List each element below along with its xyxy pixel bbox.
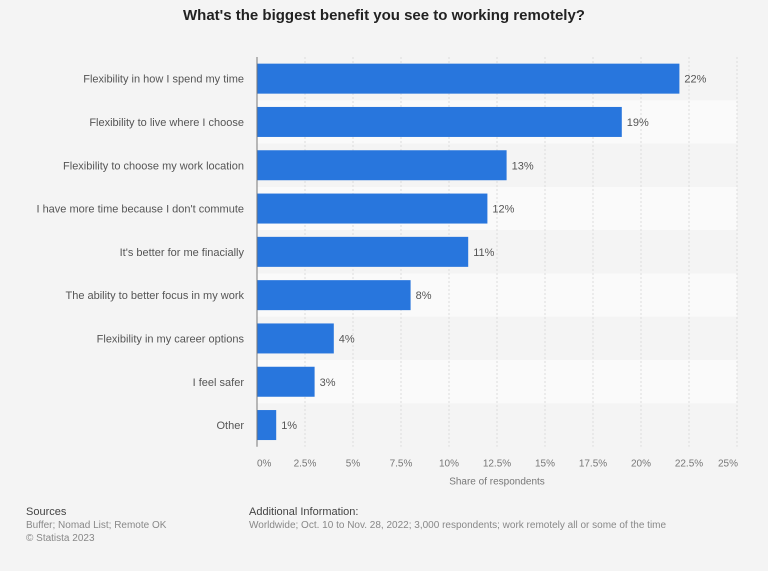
sources-title: Sources bbox=[26, 506, 67, 518]
category-label: Flexibility in how I spend my time bbox=[83, 74, 244, 86]
category-label: It's better for me finacially bbox=[120, 247, 245, 259]
category-label: The ability to better focus in my work bbox=[65, 290, 244, 302]
data-label: 12% bbox=[492, 204, 514, 216]
x-tick-label: 7.5% bbox=[390, 459, 413, 470]
bar-chart: 0% 2.5% 5% 7.5% 10% 12.5% 15% 17.5% 20% 22.5% 25% F… bbox=[36, 57, 738, 488]
additional-info-block: Additional Information: Worldwide; Oct. … bbox=[249, 506, 666, 532]
data-label: 19% bbox=[627, 117, 649, 129]
info-text: Worldwide; Oct. 10 to Nov. 28, 2022; 3,0… bbox=[249, 520, 667, 531]
x-tick-label: 17.5% bbox=[579, 459, 607, 470]
sources-text: Buffer; Nomad List; Remote OK bbox=[26, 520, 167, 531]
data-label: 13% bbox=[512, 160, 534, 172]
bar bbox=[257, 150, 507, 181]
x-tick-label: 10% bbox=[439, 459, 459, 470]
category-label: Flexibility to live where I choose bbox=[89, 117, 244, 129]
data-label: 4% bbox=[339, 333, 355, 345]
x-tick-label: 12.5% bbox=[483, 459, 511, 470]
data-label: 22% bbox=[684, 74, 706, 86]
data-label: 11% bbox=[473, 247, 494, 259]
category-label: Other bbox=[216, 420, 244, 432]
bar bbox=[257, 193, 488, 224]
bar bbox=[257, 366, 315, 397]
data-label: 3% bbox=[320, 377, 336, 389]
x-tick-label: 15% bbox=[535, 459, 555, 470]
bar bbox=[257, 106, 622, 137]
bar bbox=[257, 280, 411, 311]
x-axis-title: Share of respondents bbox=[449, 477, 545, 488]
x-tick-label: 20% bbox=[631, 459, 651, 470]
x-tick-label: 2.5% bbox=[294, 459, 317, 470]
data-label: 8% bbox=[416, 290, 432, 302]
x-tick-label: 25% bbox=[718, 459, 738, 470]
info-title: Additional Information: bbox=[249, 506, 359, 518]
category-label: I feel safer bbox=[193, 377, 245, 389]
x-tick-label: 0% bbox=[257, 459, 272, 470]
x-tick-label: 5% bbox=[346, 459, 361, 470]
copyright-text: © Statista 2023 bbox=[26, 533, 95, 544]
chart-title: What's the biggest benefit you see to wo… bbox=[183, 7, 585, 24]
bar bbox=[257, 63, 680, 94]
sources-block: Sources Buffer; Nomad List; Remote OK © … bbox=[26, 506, 166, 545]
data-label: 1% bbox=[281, 420, 297, 432]
bar bbox=[257, 323, 334, 354]
bar bbox=[257, 236, 469, 267]
bar bbox=[257, 410, 277, 441]
category-label: Flexibility in my career options bbox=[97, 333, 245, 345]
x-tick-label: 22.5% bbox=[675, 459, 703, 470]
category-label: I have more time because I don't commute bbox=[36, 204, 244, 216]
category-label: Flexibility to choose my work location bbox=[63, 160, 244, 172]
